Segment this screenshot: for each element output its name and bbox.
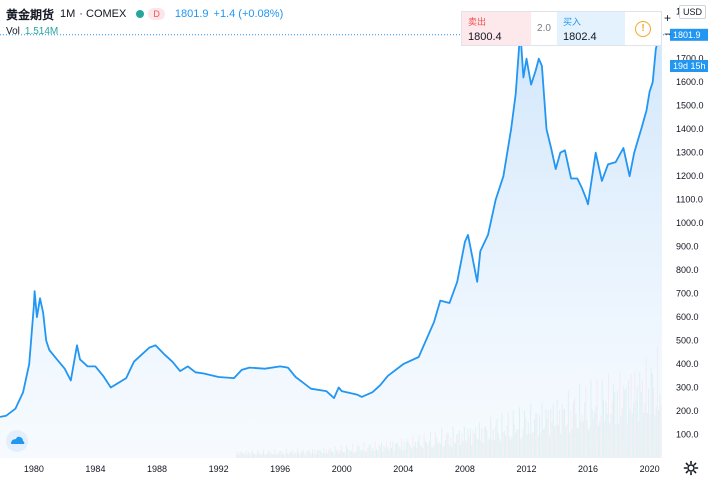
price-change: +1.4 (+0.08%) xyxy=(213,8,284,20)
info-button[interactable]: ! xyxy=(625,12,661,45)
x-tick-label: 1992 xyxy=(209,464,229,474)
x-tick-label: 2012 xyxy=(516,464,536,474)
spread-value: 2.0 xyxy=(537,23,551,34)
buy-price: 1802.4 xyxy=(563,31,597,43)
symbol-header: 黄金期货 1M · COMEX D 1801.9 +1.4 (+0.08%) xyxy=(6,6,283,22)
x-tick-label: 1988 xyxy=(147,464,167,474)
tradingview-logo-icon[interactable] xyxy=(6,430,28,452)
volume-value: 1.514M xyxy=(24,26,59,37)
y-tick-label: 1400.0 xyxy=(676,124,704,134)
y-tick-label: 900.0 xyxy=(676,242,699,252)
x-tick-label: 1984 xyxy=(85,464,105,474)
y-tick-label: 1100.0 xyxy=(676,195,703,205)
zoom-in-button[interactable]: + xyxy=(664,11,672,25)
y-tick-label: 1300.0 xyxy=(676,148,704,158)
market-status-icon xyxy=(136,10,145,18)
y-tick-label: 100.0 xyxy=(676,430,699,440)
y-tick-label: 1000.0 xyxy=(676,218,704,228)
y-tick-label: 800.0 xyxy=(676,265,699,275)
y-tick-label: 500.0 xyxy=(676,336,699,346)
currency-button[interactable]: USD xyxy=(679,5,707,19)
price-area xyxy=(0,30,662,458)
x-tick-label: 2004 xyxy=(393,464,413,474)
y-tick-label: 1600.0 xyxy=(676,77,704,87)
x-tick-label: 2008 xyxy=(455,464,475,474)
x-tick-label: 1996 xyxy=(270,464,290,474)
last-price-value: 1801.9 xyxy=(673,30,701,40)
y-tick-label: 300.0 xyxy=(676,383,699,393)
x-tick-label: 1980 xyxy=(24,464,44,474)
volume-legend: Vol 1.514M xyxy=(6,26,58,37)
x-tick-label: 2020 xyxy=(640,464,660,474)
settings-gear-icon[interactable] xyxy=(683,460,699,476)
y-tick-label: 600.0 xyxy=(676,312,699,322)
timeframe[interactable]: 1M xyxy=(60,8,76,20)
volume-label: Vol xyxy=(6,26,20,37)
x-axis[interactable]: 1980 1984 1988 1992 1996 2000 2004 2008 2012 2016… xyxy=(24,464,660,474)
info-icon: ! xyxy=(635,20,651,37)
y-tick-label: 400.0 xyxy=(676,359,699,369)
price-line xyxy=(0,29,663,418)
sell-button[interactable]: 卖出 1800.4 xyxy=(462,12,531,45)
countdown-value: 19d 15h xyxy=(673,61,706,71)
last-price-tag: 1801.9 19d 15h xyxy=(670,28,708,72)
sell-label: 卖出 xyxy=(468,17,487,27)
buy-label: 买入 xyxy=(563,17,582,27)
delayed-badge: D xyxy=(148,8,165,20)
symbol-name[interactable]: 黄金期货 xyxy=(6,7,55,22)
x-tick-label: 2000 xyxy=(332,464,352,474)
y-tick-label: 200.0 xyxy=(676,406,699,416)
y-tick-label: 1700.0 xyxy=(676,54,704,64)
current-price: 1801.9 xyxy=(174,8,209,20)
y-tick-label: 1200.0 xyxy=(676,171,704,181)
sell-price: 1800.4 xyxy=(468,31,502,43)
trade-panel: 卖出 1800.4 2.0 买入 1802.4 ! xyxy=(461,11,662,46)
zoom-out-button[interactable]: − xyxy=(664,27,672,41)
x-tick-label: 2016 xyxy=(578,464,598,474)
y-tick-label: 1500.0 xyxy=(676,101,704,111)
exchange: · COMEX xyxy=(79,8,127,20)
buy-button[interactable]: 买入 1802.4 xyxy=(557,12,625,45)
y-tick-label: 700.0 xyxy=(676,289,699,299)
